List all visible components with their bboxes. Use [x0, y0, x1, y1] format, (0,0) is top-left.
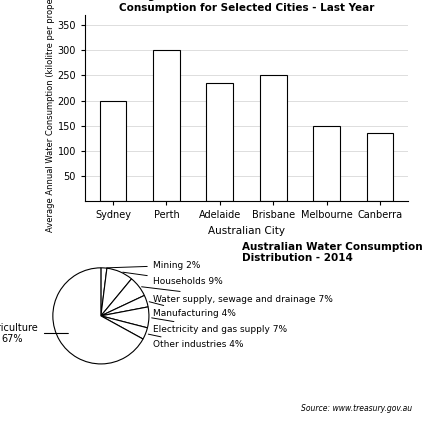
Bar — [153, 50, 180, 201]
X-axis label: Australian City: Australian City — [208, 226, 285, 236]
Text: Mining 2%: Mining 2% — [107, 261, 200, 270]
Text: Electricity and gas supply 7%: Electricity and gas supply 7% — [152, 318, 287, 334]
Wedge shape — [101, 279, 144, 316]
Text: Other industries 4%: Other industries 4% — [148, 334, 243, 349]
Bar — [260, 75, 286, 201]
Wedge shape — [101, 268, 131, 316]
Text: Households 9%: Households 9% — [123, 272, 223, 286]
Wedge shape — [101, 316, 147, 339]
Text: Australian Water Consumption
Distribution - 2014: Australian Water Consumption Distributio… — [242, 242, 423, 263]
Bar — [207, 83, 233, 201]
Wedge shape — [101, 268, 107, 316]
Title: Average Australian Annual Residential Water
Consumption for Selected Cities - La: Average Australian Annual Residential Wa… — [113, 0, 380, 13]
Bar — [100, 100, 126, 201]
Bar — [313, 126, 340, 201]
Text: Agriculture
67%: Agriculture 67% — [0, 323, 68, 344]
Y-axis label: Average Annual Water Consumption (kilolitre per property): Average Annual Water Consumption (kiloli… — [45, 0, 54, 232]
Text: Manufacturing 4%: Manufacturing 4% — [149, 302, 235, 318]
Bar — [367, 133, 393, 201]
Text: Water supply, sewage and drainage 7%: Water supply, sewage and drainage 7% — [142, 287, 333, 304]
Wedge shape — [53, 268, 143, 364]
Wedge shape — [101, 296, 148, 316]
Text: Source: www.treasury.gov.au: Source: www.treasury.gov.au — [301, 404, 412, 413]
Wedge shape — [101, 307, 149, 328]
